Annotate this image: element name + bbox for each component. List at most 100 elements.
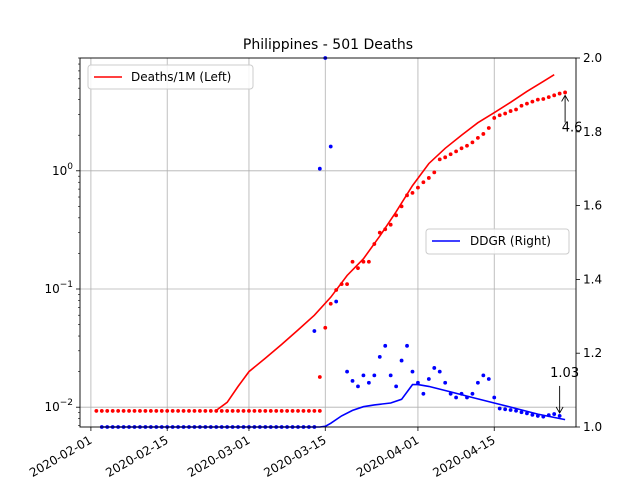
series-point — [410, 369, 415, 374]
series-point — [377, 354, 382, 359]
series-point — [465, 395, 469, 400]
series-point — [334, 299, 339, 304]
series-point — [181, 409, 186, 413]
series-point — [383, 227, 388, 232]
series-point — [192, 409, 197, 413]
series-point — [214, 409, 219, 413]
series-line — [101, 383, 566, 428]
series-point — [230, 409, 235, 413]
series-point — [443, 155, 448, 160]
series-point — [241, 409, 246, 413]
series-point — [481, 132, 486, 136]
series-point — [247, 409, 251, 413]
series-point — [317, 409, 322, 413]
series-point — [541, 414, 546, 419]
y-right-tick-label: 2.0 — [583, 51, 602, 65]
series-point — [296, 409, 300, 413]
series-point — [426, 176, 431, 180]
series-point — [312, 329, 317, 333]
series-point — [410, 191, 415, 195]
series-point — [421, 180, 426, 185]
series-point — [361, 373, 366, 378]
series-point — [263, 409, 268, 413]
series-point — [345, 282, 349, 287]
series-point — [279, 409, 284, 413]
y-left-tick-exponent: 0 — [67, 162, 73, 172]
series-point — [328, 144, 333, 149]
series-point — [492, 395, 497, 400]
series-point — [187, 409, 191, 413]
series-point — [350, 259, 355, 264]
series-point — [519, 410, 524, 415]
series-point — [497, 406, 502, 411]
legend-deaths: Deaths/1M (Left) — [87, 64, 254, 90]
y-left-tick-exponent: −2 — [60, 398, 73, 408]
series-point — [394, 213, 399, 218]
series-point — [127, 409, 131, 413]
deaths-series — [94, 74, 567, 413]
series-point — [388, 222, 393, 227]
series-point — [203, 409, 208, 413]
series-point — [334, 288, 339, 292]
series-point — [345, 369, 349, 374]
series-point — [361, 259, 366, 264]
series-point — [94, 409, 99, 413]
annotation-deaths-label: 4.6 — [562, 120, 583, 135]
series-point — [312, 409, 317, 413]
series-point — [143, 409, 148, 413]
series-point — [138, 409, 142, 413]
y-left-tick-exponent: −1 — [60, 280, 73, 290]
series-line — [215, 74, 555, 412]
series-point — [366, 380, 371, 385]
series-point — [530, 412, 535, 417]
series-point — [481, 373, 486, 378]
series-point — [557, 414, 562, 418]
series-point — [459, 146, 464, 151]
series-point — [225, 409, 230, 413]
series-point — [268, 409, 273, 413]
series-point — [323, 325, 328, 330]
series-point — [546, 95, 551, 100]
series-point — [208, 409, 213, 413]
series-point — [563, 90, 567, 95]
series-point — [497, 113, 502, 118]
series-point — [492, 116, 497, 120]
series-point — [525, 411, 529, 416]
series-point — [486, 377, 491, 381]
series-point — [530, 99, 535, 104]
series-point — [459, 391, 464, 396]
series-point — [486, 126, 491, 130]
series-point — [514, 107, 518, 112]
series-point — [317, 166, 322, 171]
series-point — [285, 409, 290, 413]
series-point — [350, 378, 355, 383]
series-point — [475, 135, 480, 140]
series-point — [465, 143, 469, 148]
y-right-tick-label: 1.6 — [583, 199, 602, 213]
series-point — [372, 373, 377, 378]
series-point — [236, 409, 240, 413]
ddgr-series — [99, 56, 566, 429]
y-left-tick-label: 10−2 — [44, 398, 73, 414]
series-point — [290, 409, 295, 413]
series-point — [454, 149, 458, 154]
series-point — [383, 343, 388, 348]
y-left-tick-base: 10 — [52, 164, 67, 178]
series-point — [437, 369, 442, 374]
chart-title: Philippines - 501 Deaths — [243, 37, 413, 53]
series-point — [503, 111, 508, 116]
annotation-deaths-arrow-head — [561, 94, 569, 102]
series-point — [454, 395, 458, 400]
series-point — [372, 242, 377, 246]
y-left-tick-label: 10−1 — [44, 280, 73, 296]
y-left-tick-base: 10 — [44, 282, 59, 296]
y-left-tick-label: 100 — [52, 162, 73, 178]
series-point — [405, 193, 409, 198]
series-point — [328, 301, 333, 306]
series-point — [405, 343, 409, 348]
series-point — [508, 109, 513, 113]
series-point — [448, 152, 453, 157]
series-point — [519, 103, 524, 108]
series-point — [448, 391, 453, 396]
